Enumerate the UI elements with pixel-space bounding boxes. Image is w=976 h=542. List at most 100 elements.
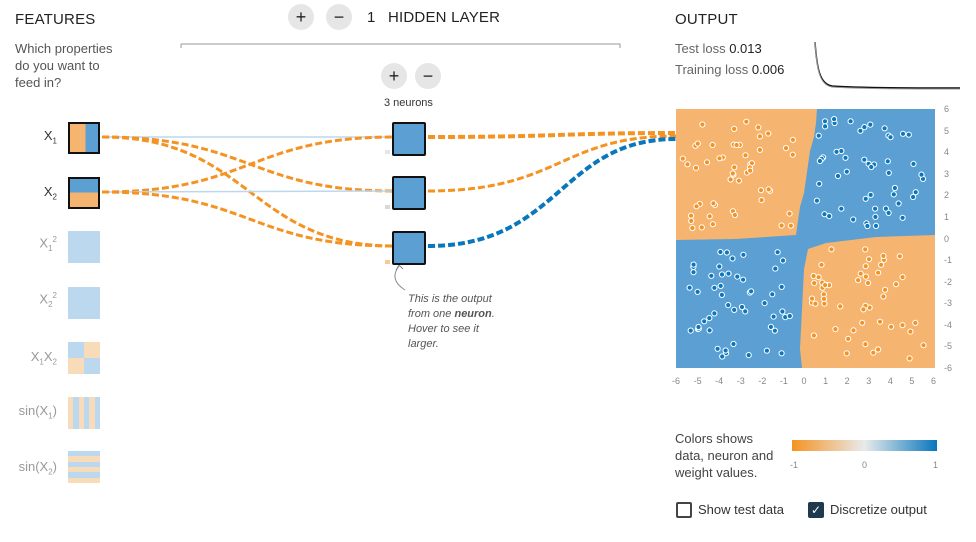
feature-x2-toggle[interactable] — [68, 177, 100, 209]
data-point — [810, 272, 817, 280]
feature-x1-toggle[interactable] — [68, 122, 100, 154]
data-point — [899, 274, 906, 281]
data-point — [692, 164, 700, 172]
training-loss: Training loss 0.006 — [675, 62, 785, 77]
data-point — [757, 187, 765, 194]
data-point — [864, 279, 872, 287]
color-scale-max: 1 — [933, 460, 939, 470]
link-x2-h1 — [101, 135, 395, 194]
x-tick-label: -2 — [758, 376, 767, 386]
data-point — [864, 222, 871, 230]
data-point — [910, 160, 917, 168]
color-legend-text: Colors shows data, neuron and weight val… — [675, 430, 773, 481]
data-point — [738, 303, 746, 311]
data-point — [882, 286, 889, 293]
neuron-hint-line: larger. — [408, 338, 439, 350]
link-h2-out — [427, 134, 677, 193]
x-tick-label: 6 — [931, 376, 937, 386]
data-point — [740, 276, 747, 283]
data-point — [718, 291, 726, 298]
data-point — [686, 284, 693, 291]
data-point — [694, 288, 701, 295]
data-point — [815, 274, 822, 281]
y-tick-label: -3 — [944, 298, 953, 309]
data-point — [733, 141, 740, 149]
data-point — [756, 133, 764, 140]
data-point — [816, 180, 823, 187]
data-points — [679, 116, 927, 362]
show-test-data-control[interactable]: Show test data — [676, 501, 784, 519]
feature-label-x1: X1 — [43, 128, 57, 146]
data-point — [679, 155, 686, 162]
data-point — [717, 282, 724, 289]
data-point — [837, 303, 844, 310]
hidden-neuron-1[interactable] — [392, 122, 426, 156]
data-point — [832, 326, 839, 333]
data-point — [857, 127, 864, 134]
data-point — [786, 312, 793, 320]
data-point — [861, 124, 868, 131]
discretize-output-checkbox[interactable]: ✓ — [808, 501, 824, 518]
data-point — [703, 159, 711, 166]
feature-sin-x1-toggle[interactable] — [68, 397, 100, 429]
data-point — [870, 349, 877, 356]
x-tick-label: 3 — [866, 376, 872, 386]
data-point — [885, 169, 892, 177]
show-test-data-label[interactable]: Show test data — [698, 502, 784, 518]
feature-label-x1x2: X1X2 — [30, 349, 57, 367]
data-point — [899, 322, 906, 329]
data-point — [895, 200, 902, 207]
data-point — [816, 157, 823, 165]
link-x2-h2 — [101, 190, 395, 193]
data-point — [745, 352, 752, 359]
data-point — [767, 323, 775, 330]
feature-x1-squared-toggle[interactable] — [68, 231, 100, 263]
features-subtitle-line: Which properties — [15, 41, 113, 56]
neuron-hint: This is the output from one neuron. Hove… — [408, 292, 495, 352]
link-h3-out — [427, 137, 677, 248]
bias-indicator — [385, 260, 390, 264]
data-point — [772, 265, 779, 272]
data-point — [818, 261, 825, 268]
data-point — [688, 217, 695, 225]
add-layer-button[interactable]: + — [288, 4, 314, 30]
feature-x1x2-toggle[interactable] — [68, 342, 100, 374]
hidden-neuron-2[interactable] — [392, 176, 426, 210]
discretize-output-label[interactable]: Discretize output — [830, 502, 927, 518]
link-x1-h2 — [101, 135, 395, 193]
data-point — [725, 270, 732, 277]
data-point — [811, 280, 818, 287]
data-point — [774, 249, 781, 256]
feature-sin-x2-toggle[interactable] — [68, 451, 100, 483]
show-test-data-checkbox[interactable] — [676, 501, 692, 518]
feature-label-x1-squared: X12 — [39, 235, 57, 253]
data-point — [731, 306, 738, 313]
legend-line: data, neuron and — [675, 448, 774, 463]
data-point — [698, 224, 705, 231]
data-point — [826, 213, 833, 220]
data-point — [706, 327, 713, 334]
data-point — [920, 342, 927, 349]
data-point — [876, 318, 884, 325]
data-point — [770, 313, 777, 320]
feature-label-sin-x1: sin(X1) — [18, 403, 57, 421]
data-point — [718, 271, 726, 278]
data-point — [755, 124, 762, 131]
hidden-neuron-3[interactable] — [392, 231, 426, 265]
data-point — [885, 209, 892, 217]
remove-neuron-button[interactable]: − — [415, 63, 441, 89]
data-point — [688, 212, 695, 219]
feature-x2-squared-toggle[interactable] — [68, 287, 100, 319]
data-point — [699, 121, 706, 128]
data-point — [882, 205, 889, 212]
data-point — [729, 255, 736, 262]
data-point — [872, 222, 880, 230]
data-point — [847, 118, 854, 125]
discretize-output-control[interactable]: ✓ Discretize output — [808, 501, 927, 519]
add-neuron-button[interactable]: + — [381, 63, 407, 89]
remove-layer-button[interactable]: − — [326, 4, 352, 30]
data-point — [828, 246, 835, 253]
data-point — [701, 318, 708, 325]
x-tick-label: -5 — [693, 376, 702, 386]
